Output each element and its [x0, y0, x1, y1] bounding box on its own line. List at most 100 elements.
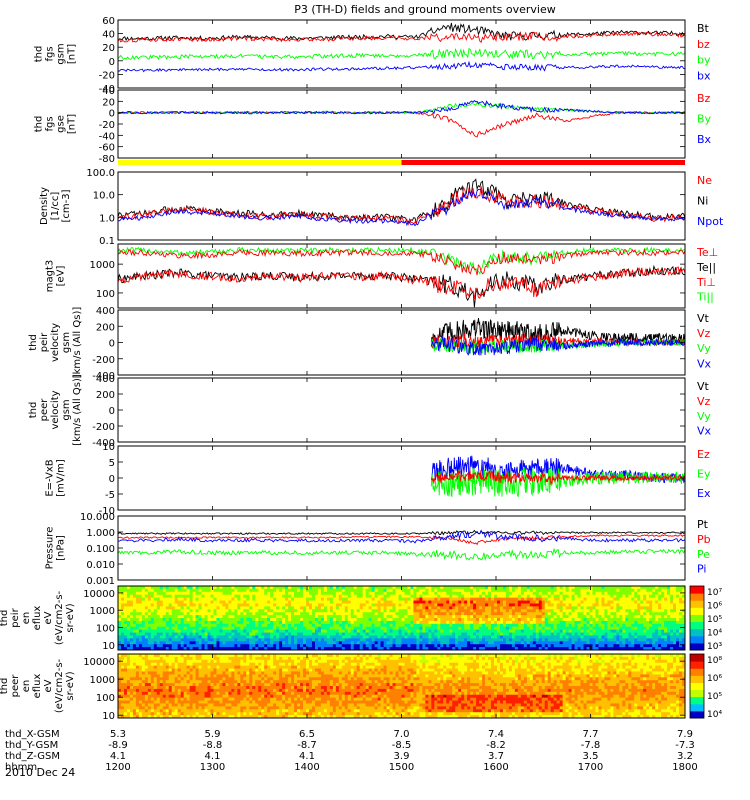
y-tick-label: 10000 [83, 657, 115, 668]
spectrogram-peer_spectrogram [118, 654, 685, 718]
y-tick-label: 100.0 [86, 168, 115, 179]
series-line-temperature-Te|| [118, 264, 685, 308]
y-tick-label: 0.1 [99, 236, 115, 247]
legend-temperature: Te⊥ Te|| Ti⊥ Ti|| [696, 246, 718, 304]
legend-entry: Ey [697, 467, 711, 480]
x-axis-row-label: thd_X-GSM [5, 729, 60, 740]
panel-e_field: 10 5 0 -5 -10 E=-VxB[mV/m] Ez Ey Ex [45, 442, 711, 517]
series-temperature [118, 246, 685, 308]
panel-peer_spectrogram: 10⁸ 10⁶ 10⁵ 10⁴ 10000 1000 100 10 thdpeereneflux… [0, 653, 722, 722]
x-axis-cell: -7.3 [675, 740, 695, 751]
legend-entry: Vz [697, 327, 711, 340]
legend-entry: Ne [697, 174, 712, 187]
colorbar-tick: 10⁴ [707, 710, 722, 720]
status-bar-red [401, 160, 685, 165]
x-axis-cell: 5.9 [205, 729, 221, 740]
y-tick-label: 0 [109, 339, 115, 350]
x-axis-cell: 6.5 [299, 729, 315, 740]
series-fgs_gsm_mag [118, 22, 685, 73]
y-tick-label: 1.0 [99, 213, 115, 224]
x-axis-cell: -8.5 [392, 740, 412, 751]
x-axis-cell: 7.9 [677, 729, 693, 740]
series-fgs_gse_mag [118, 99, 685, 138]
y-tick-label: -40 [99, 84, 115, 95]
legend-entry: Ni [697, 195, 708, 208]
legend-fgs_gse_mag: Bz By Bx [697, 92, 712, 146]
legend-entry: bx [697, 69, 711, 82]
y-tick-label: 40 [102, 30, 115, 41]
legend-entry: Vt [697, 380, 710, 393]
y-axis-label: E=-VxB[mV/m] [45, 459, 67, 497]
x-axis-cell: 4.1 [299, 751, 315, 762]
colorbar-peir_spectrogram: 10⁷ 10⁶ 10⁵ 10⁴ 10³ [689, 585, 722, 652]
y-tick-label: 400 [96, 306, 115, 317]
panel-peir_spectrogram: 10⁷ 10⁶ 10⁵ 10⁴ 10³ 10000 1000 100 10 thdpeirenef… [0, 585, 722, 652]
series-line-fgs_gsm_mag-by [118, 47, 685, 61]
colorbar-tick: 10⁵ [707, 692, 722, 702]
panel-density: 100.0 10.0 1.0 0.1 Density[1/cc][cm-3] Ne Ni Np… [39, 168, 724, 247]
panel-pressure: 10.000 1.000 0.100 0.010 0.001 Pressure[nPa] P… [45, 512, 711, 587]
y-tick-label: 0 [109, 406, 115, 417]
y-tick-label: -5 [105, 490, 115, 501]
x-axis-cell: -8.7 [297, 740, 317, 751]
x-axis-cell: 1400 [294, 762, 319, 773]
y-tick-label: 10.0 [93, 191, 115, 202]
x-axis-cell: 1300 [200, 762, 225, 773]
y-tick-label: 20 [102, 97, 115, 108]
y-tick-label: 10 [102, 442, 115, 453]
legend-entry: Pe [697, 548, 710, 561]
legend-entry: Npot [697, 215, 724, 228]
y-tick-label: -40 [99, 131, 115, 142]
y-tick-label: 100 [96, 693, 115, 704]
series-line-fgs_gsm_mag-bz [118, 30, 685, 44]
legend-entry: Pb [697, 533, 711, 546]
colorbar-tick: 10³ [707, 642, 722, 652]
date-label: 2010 Dec 24 [5, 766, 75, 779]
series-line-density-Npot [118, 188, 685, 227]
legend-entry: Pi [697, 563, 706, 576]
y-tick-label: 1000 [90, 606, 115, 617]
legend-pressure: Pt Pb Pe Pi [697, 518, 711, 576]
y-tick-label: -20 [99, 120, 115, 131]
spectrogram-peir_spectrogram [118, 586, 685, 650]
series-density [118, 178, 685, 227]
series-line-temperature-Te⊥ [118, 266, 685, 300]
y-tick-label: 1000 [90, 675, 115, 686]
legend-entry: Bt [697, 22, 710, 35]
y-tick-label: 10000 [83, 589, 115, 600]
colorbar-peer_spectrogram: 10⁸ 10⁶ 10⁵ 10⁴ [689, 653, 722, 720]
legend-entry: Ex [697, 487, 711, 500]
x-axis-cell: 3.7 [488, 751, 504, 762]
y-tick-label: 0 [109, 474, 115, 485]
x-axis-cell: -8.9 [108, 740, 128, 751]
x-axis-cell: 1200 [105, 762, 130, 773]
y-tick-label: 200 [96, 322, 115, 333]
y-tick-label: 0.010 [86, 560, 115, 571]
legend-peer_velocity: Vt Vz Vy Vx [697, 380, 712, 438]
legend-entry: Bx [697, 133, 712, 146]
x-axis-cell: 7.4 [488, 729, 504, 740]
x-axis-cell: 5.3 [110, 729, 126, 740]
y-tick-label: -60 [99, 143, 115, 154]
panel-peer_velocity: 400 200 0 -200 -400 thdpeervelocitygsm[km/s (… [28, 374, 712, 449]
series-line-fgs_gse_mag-Bx [118, 99, 685, 115]
y-tick-label: 10 [102, 711, 115, 722]
y-tick-label: 1000 [90, 260, 115, 271]
x-axis-cell: 7.7 [583, 729, 599, 740]
y-tick-label: -200 [92, 422, 115, 433]
status-bar-yellow [118, 160, 402, 165]
y-tick-label: 0.100 [86, 544, 115, 555]
series-line-pressure-Pb [118, 534, 685, 546]
y-tick-label: 100 [96, 289, 115, 300]
x-axis-table: thd_X-GSMthd_Y-GSMthd_Z-GSMhhmm5.3-8.94.… [5, 729, 698, 773]
y-tick-label: 1.000 [86, 528, 115, 539]
panel-frame [117, 377, 686, 443]
panel-temperature: 1000 100 magt3[eV] Te⊥ Te|| Ti⊥ Ti|| [45, 243, 718, 309]
panel-fgs_gsm_mag: 60 40 20 0 -20 -40 thdfgsgsm[nT] Bt bz by bx [34, 16, 711, 95]
legend-entry: By [697, 113, 712, 126]
y-axis-label: Pressure[nPa] [45, 527, 67, 570]
panel-peir_velocity: 400 200 0 -200 -400 thdpeirvelocitygsm[km/s (… [28, 306, 712, 382]
series-line-fgs_gsm_mag-bx [118, 60, 685, 73]
